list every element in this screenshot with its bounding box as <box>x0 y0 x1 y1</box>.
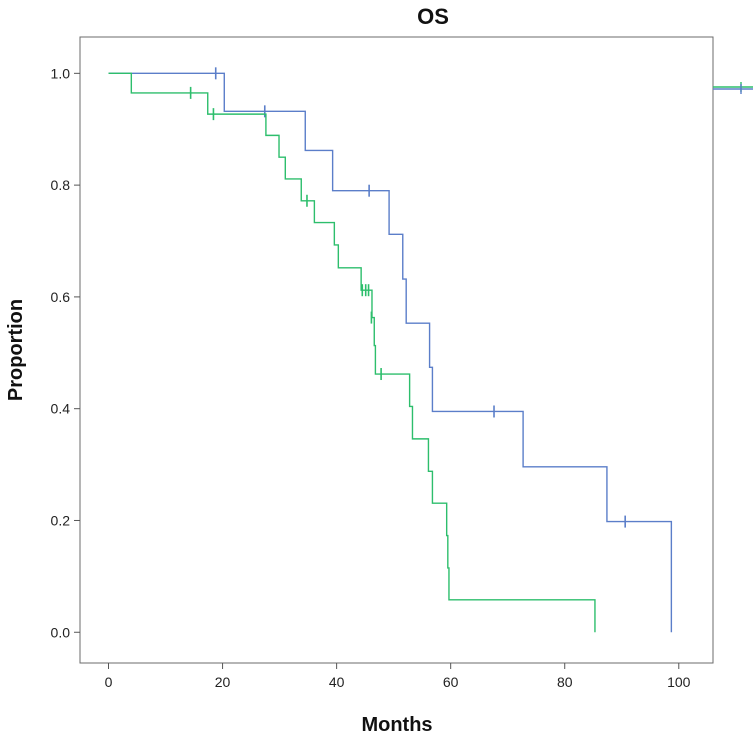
survival-curve-line <box>108 72 596 633</box>
y-tick-label: 0.4 <box>51 401 71 417</box>
x-tick-label: 60 <box>443 674 459 690</box>
chart-title: OS <box>417 4 449 29</box>
x-axis-label: Months <box>361 714 432 736</box>
plot-frame <box>79 36 714 664</box>
x-axis: 0 20 40 60 80 100 <box>105 663 691 690</box>
y-tick-label: 1.0 <box>51 65 71 81</box>
y-axis-label: Proportion <box>5 299 27 401</box>
series-layer <box>108 67 673 633</box>
x-tick-label: 20 <box>215 674 231 690</box>
y-tick-label: 0.8 <box>51 177 71 193</box>
y-tick-label: 0.0 <box>51 624 71 640</box>
x-tick-label: 40 <box>329 674 345 690</box>
x-tick-label: 0 <box>105 674 113 690</box>
y-tick-label: 0.2 <box>51 512 71 528</box>
x-tick-label: 100 <box>667 674 691 690</box>
series-2 <box>108 72 596 633</box>
legend <box>713 82 753 94</box>
survival-curve-line <box>108 72 673 633</box>
y-tick-label: 0.6 <box>51 289 71 305</box>
y-axis: 0.0 0.2 0.4 0.6 0.8 1.0 <box>51 65 80 640</box>
series-1 <box>108 67 673 633</box>
x-tick-label: 80 <box>557 674 573 690</box>
